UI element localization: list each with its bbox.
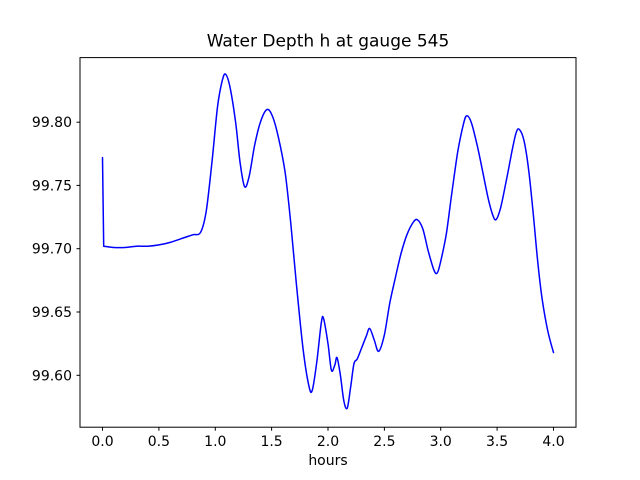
- water-depth-line-series: [101, 73, 555, 410]
- y-tick-label: 99.60: [32, 368, 72, 384]
- x-tick-label: 1.5: [260, 434, 282, 450]
- x-tick-label: 2.0: [317, 434, 339, 450]
- x-tick-label: 3.5: [486, 434, 508, 450]
- x-tick-label: 2.5: [373, 434, 395, 450]
- x-tick-label: 1.0: [204, 434, 226, 450]
- x-tick-label: 3.0: [430, 434, 452, 450]
- x-axis: 0.0 0.5 1.0 1.5 2.0 2.5 3.0 3.5 4.0: [91, 427, 565, 450]
- y-tick-label: 99.75: [32, 178, 72, 194]
- x-tick-label: 0.0: [91, 434, 113, 450]
- x-axis-label: hours: [308, 453, 347, 469]
- x-tick-label: 0.5: [148, 434, 170, 450]
- y-tick-label: 99.65: [32, 305, 72, 321]
- y-tick-label: 99.80: [32, 115, 72, 131]
- chart-title: Water Depth h at gauge 545: [207, 32, 450, 52]
- y-tick-label: 99.70: [32, 242, 72, 258]
- axes-frame: [79, 57, 577, 428]
- x-tick-label: 4.0: [542, 434, 564, 450]
- y-axis: 99.60 99.65 99.70 99.75 99.80: [32, 115, 80, 384]
